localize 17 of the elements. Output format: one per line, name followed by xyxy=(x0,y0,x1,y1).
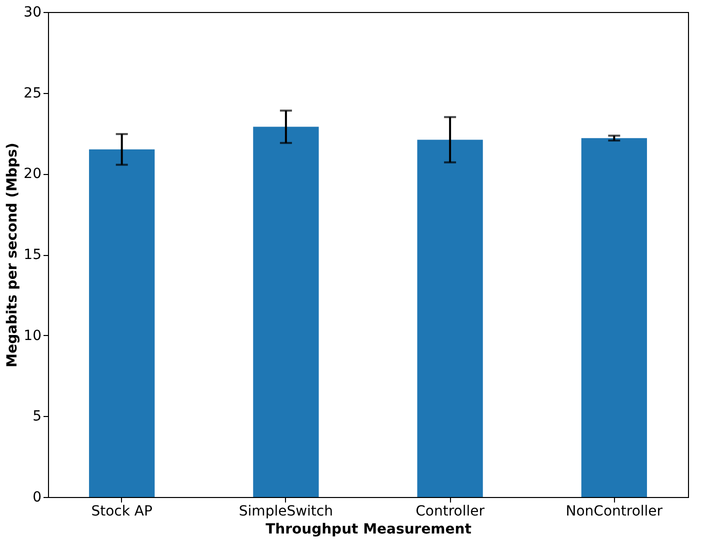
x-tick-label: Controller xyxy=(416,504,485,520)
bar xyxy=(417,140,483,497)
bar xyxy=(89,149,155,497)
y-tick-label: 20 xyxy=(24,166,42,182)
x-tick-label: NonController xyxy=(566,504,663,520)
y-tick-label: 5 xyxy=(32,408,42,425)
bar xyxy=(253,126,319,497)
bar xyxy=(581,138,647,497)
y-axis-title: Megabits per second (Mbps) xyxy=(4,142,21,368)
x-tick-label: Stock AP xyxy=(91,504,152,520)
x-axis-title: Throughput Measurement xyxy=(266,522,472,538)
y-tick-label: 15 xyxy=(24,247,42,263)
y-tick-label: 30 xyxy=(24,4,42,20)
y-tick-label: 0 xyxy=(32,490,42,506)
y-tick-label: 25 xyxy=(24,85,42,102)
x-tick-label: SimpleSwitch xyxy=(238,504,333,520)
y-tick-label: 10 xyxy=(24,328,42,344)
